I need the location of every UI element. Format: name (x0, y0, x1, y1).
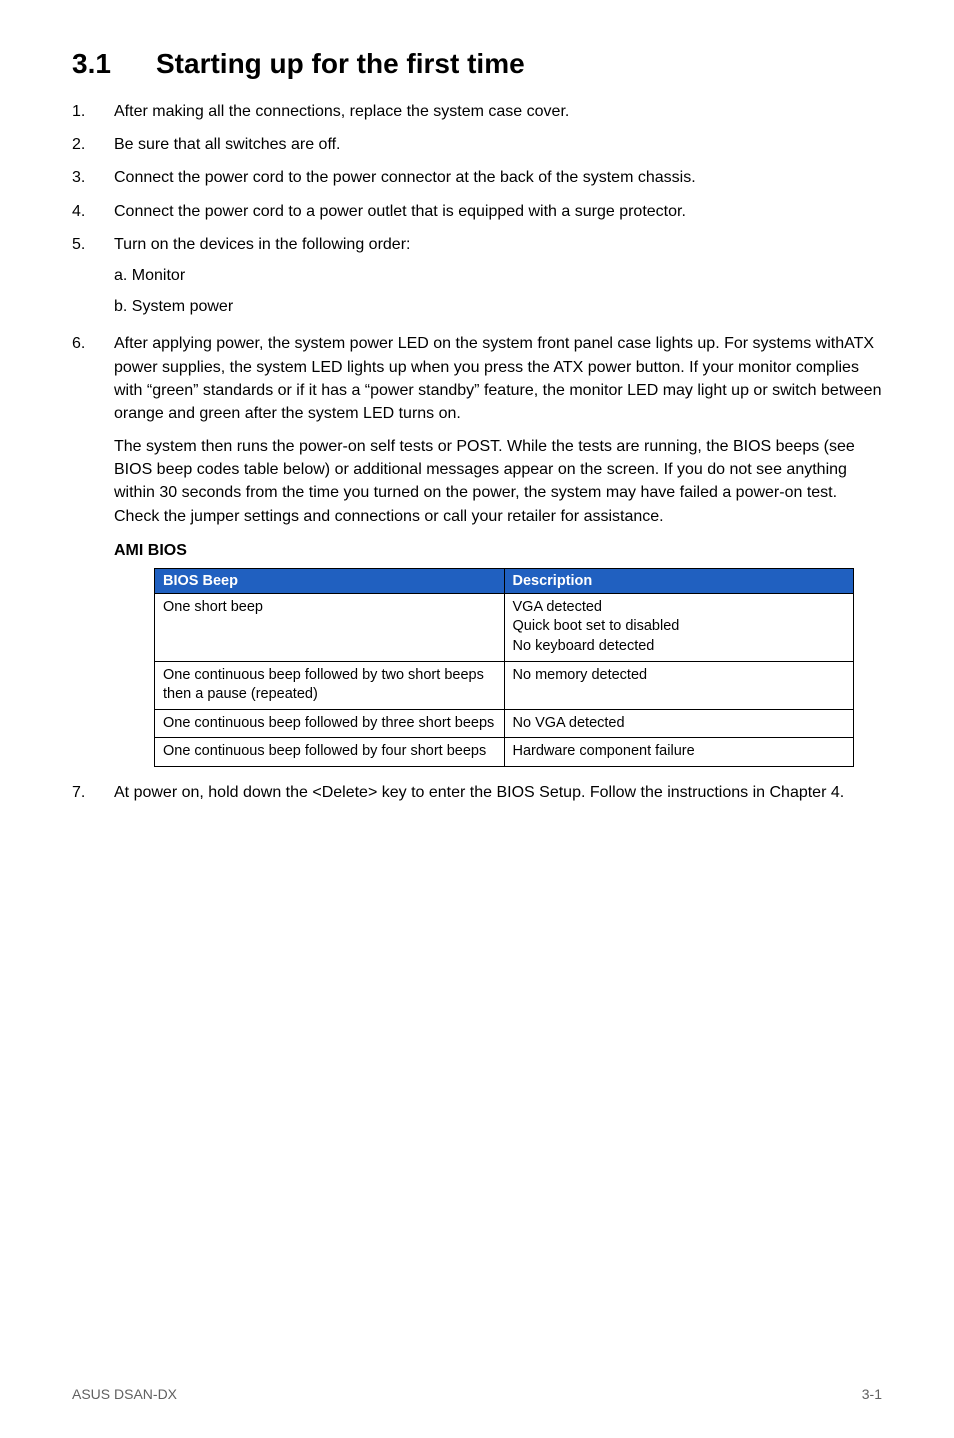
table-cell: Hardware component failure (504, 738, 854, 767)
sub-item: b. System power (114, 295, 882, 318)
table-header-row: BIOS Beep Description (155, 568, 854, 593)
table-cell: One continuous beep followed by four sho… (155, 738, 505, 767)
list-item: 7. At power on, hold down the <Delete> k… (72, 781, 882, 804)
list-item: 4. Connect the power cord to a power out… (72, 200, 882, 223)
list-text: Connect the power cord to a power outlet… (114, 200, 882, 223)
table-cell: VGA detected Quick boot set to disabled … (504, 593, 854, 661)
list-number: 3. (72, 166, 114, 189)
table-cell: One continuous beep followed by three sh… (155, 709, 505, 738)
list-number: 5. (72, 233, 114, 323)
list-number: 2. (72, 133, 114, 156)
list-text: After making all the connections, replac… (114, 100, 882, 123)
sub-item: a. Monitor (114, 264, 882, 287)
list-number: 6. (72, 332, 114, 528)
list-item: 3. Connect the power cord to the power c… (72, 166, 882, 189)
table-row: One continuous beep followed by four sho… (155, 738, 854, 767)
list-paragraph: The system then runs the power-on self t… (114, 435, 882, 528)
table-cell: One short beep (155, 593, 505, 661)
list-body: After applying power, the system power L… (114, 332, 882, 528)
numbered-list-after: 7. At power on, hold down the <Delete> k… (72, 781, 882, 804)
table-row: One continuous beep followed by three sh… (155, 709, 854, 738)
heading-title: Starting up for the first time (156, 48, 882, 80)
list-item: 1. After making all the connections, rep… (72, 100, 882, 123)
table-row: One short beep VGA detected Quick boot s… (155, 593, 854, 661)
page-footer: ASUS DSAN-DX 3-1 (72, 1386, 882, 1402)
column-header: BIOS Beep (155, 568, 505, 593)
table-cell: No VGA detected (504, 709, 854, 738)
list-number: 7. (72, 781, 114, 804)
table-cell: No memory detected (504, 661, 854, 709)
table-row: One continuous beep followed by two shor… (155, 661, 854, 709)
list-item: 6. After applying power, the system powe… (72, 332, 882, 528)
list-text: After applying power, the system power L… (114, 335, 881, 422)
list-item: 2. Be sure that all switches are off. (72, 133, 882, 156)
page-container: 3.1 Starting up for the first time 1. Af… (0, 0, 954, 1438)
list-number: 1. (72, 100, 114, 123)
column-header: Description (504, 568, 854, 593)
table-cell: One continuous beep followed by two shor… (155, 661, 505, 709)
list-text: Turn on the devices in the following ord… (114, 236, 410, 253)
list-number: 4. (72, 200, 114, 223)
heading-number: 3.1 (72, 48, 156, 80)
list-text: At power on, hold down the <Delete> key … (114, 781, 882, 804)
numbered-list: 1. After making all the connections, rep… (72, 100, 882, 528)
table-heading: AMI BIOS (114, 542, 882, 560)
footer-right: 3-1 (862, 1386, 882, 1402)
list-body: Turn on the devices in the following ord… (114, 233, 882, 323)
footer-left: ASUS DSAN-DX (72, 1386, 177, 1402)
section-heading: 3.1 Starting up for the first time (72, 48, 882, 80)
list-text: Connect the power cord to the power conn… (114, 166, 882, 189)
list-text: Be sure that all switches are off. (114, 133, 882, 156)
bios-beep-table: BIOS Beep Description One short beep VGA… (154, 568, 854, 767)
list-item: 5. Turn on the devices in the following … (72, 233, 882, 323)
